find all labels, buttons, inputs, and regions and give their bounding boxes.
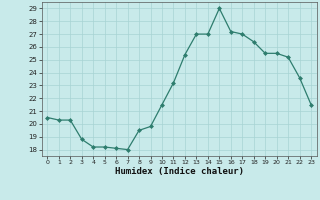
X-axis label: Humidex (Indice chaleur): Humidex (Indice chaleur) (115, 167, 244, 176)
